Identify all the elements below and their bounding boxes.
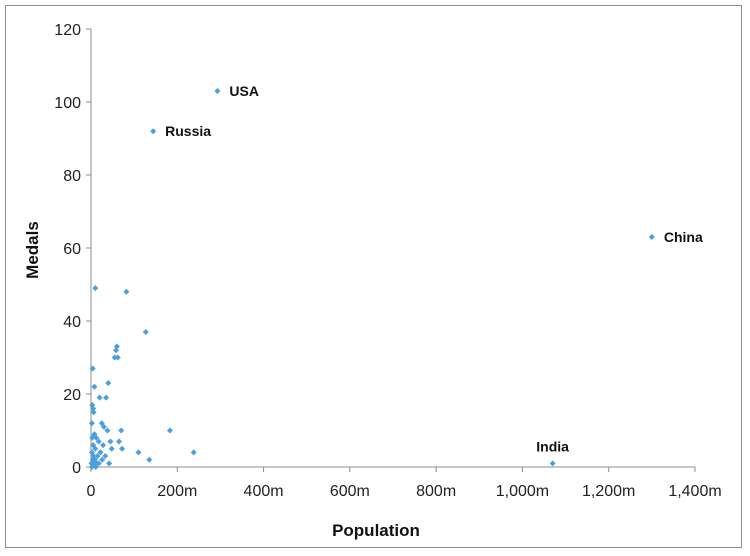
point-label-russia: Russia [165, 123, 211, 139]
data-point [93, 434, 100, 441]
data-point [106, 460, 113, 467]
y-tick-label: 60 [63, 241, 81, 258]
data-point [105, 380, 112, 387]
data-point-china [648, 234, 655, 241]
data-point-russia [150, 128, 157, 135]
data-point [90, 409, 97, 416]
y-tick-label: 120 [54, 22, 81, 39]
y-axis-ticks: 0 20 40 60 80 100 120 [54, 22, 91, 477]
x-axis-ticks: 0 200m 400m 600m 800m 1,000m 1,200m 1,400m [87, 467, 722, 500]
data-point [107, 438, 114, 445]
y-tick-label: 0 [72, 460, 81, 477]
x-tick-label: 0 [87, 483, 96, 500]
data-point [108, 445, 115, 452]
x-tick-label: 1,400m [668, 483, 721, 500]
x-tick-label: 200m [157, 483, 197, 500]
data-point [103, 394, 110, 401]
y-tick-label: 40 [63, 314, 81, 331]
data-point [92, 445, 99, 452]
data-point-usa [214, 88, 221, 95]
data-point [113, 347, 120, 354]
x-tick-label: 600m [330, 483, 370, 500]
chart-frame [5, 5, 742, 548]
y-tick-label: 20 [63, 387, 81, 404]
data-point [88, 420, 95, 427]
data-point [114, 354, 121, 361]
data-point-india [549, 460, 556, 467]
data-point [111, 354, 118, 361]
y-tick-label: 80 [63, 168, 81, 185]
labeled-points: USA Russia China India [150, 83, 703, 467]
data-point [97, 449, 104, 456]
data-point [100, 442, 107, 449]
x-axis-title: Population [332, 521, 420, 540]
y-axis-title: Medals [23, 221, 42, 279]
data-point [142, 328, 149, 335]
point-label-usa: USA [229, 83, 259, 99]
data-point [92, 285, 99, 292]
data-point [94, 453, 101, 460]
x-tick-label: 400m [244, 483, 284, 500]
data-point [135, 449, 142, 456]
data-point [96, 394, 103, 401]
data-point [99, 456, 106, 463]
data-point [146, 456, 153, 463]
data-point [89, 434, 96, 441]
data-point [90, 405, 97, 412]
data-point [190, 449, 197, 456]
point-label-china: China [664, 229, 703, 245]
y-tick-label: 100 [54, 95, 81, 112]
x-tick-label: 800m [416, 483, 456, 500]
data-point [104, 427, 111, 434]
point-label-india: India [536, 438, 569, 454]
data-point [116, 438, 123, 445]
data-point [118, 427, 125, 434]
data-point [91, 383, 98, 390]
data-point [102, 453, 109, 460]
x-tick-label: 1,000m [496, 483, 549, 500]
data-point [100, 423, 107, 430]
data-point [95, 460, 102, 467]
data-point [89, 460, 96, 467]
data-point [119, 445, 126, 452]
data-point [92, 464, 99, 470]
data-point [123, 288, 130, 295]
x-tick-label: 1,200m [582, 483, 635, 500]
data-point [89, 365, 96, 372]
data-point [95, 438, 102, 445]
data-point [166, 427, 173, 434]
data-points [88, 285, 197, 470]
data-point [88, 464, 95, 470]
